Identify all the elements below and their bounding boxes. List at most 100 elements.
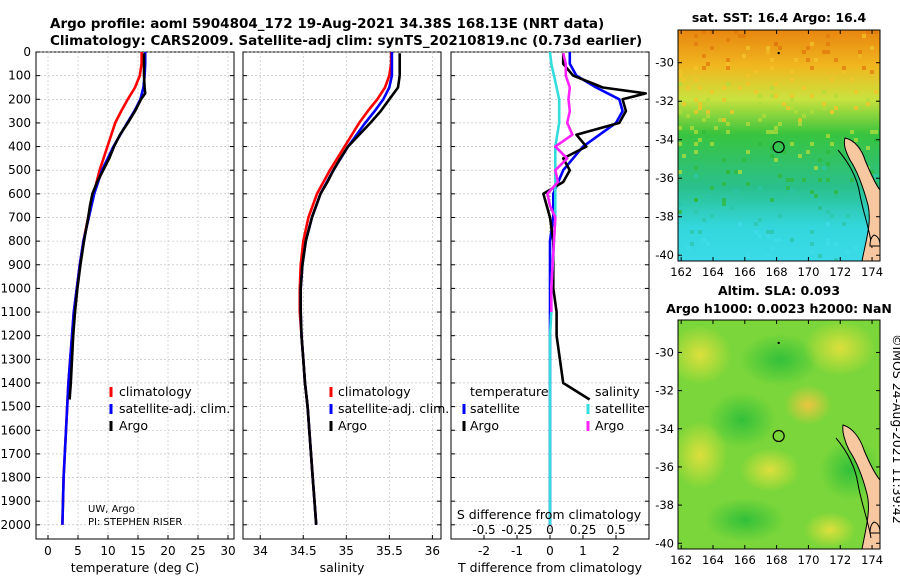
- sst-pixel: [738, 86, 742, 90]
- difference-legend: temperature satellite Argo salinity sate…: [462, 384, 645, 433]
- sst-pixel: [738, 170, 742, 174]
- s-tick-label: -0.25: [501, 523, 532, 537]
- sst-pixel: [726, 130, 730, 134]
- x-tick-label: 36: [425, 544, 440, 558]
- sst-pixel: [726, 102, 730, 106]
- sst-pixel: [710, 90, 714, 94]
- sst-pixel: [694, 174, 698, 178]
- sst-pixel: [754, 70, 758, 74]
- sst-pixel: [770, 198, 774, 202]
- sla-island: [869, 521, 880, 534]
- x-tick-label: 20: [160, 544, 175, 558]
- sst-pixel: [766, 46, 770, 50]
- sst-pixel: [830, 110, 834, 114]
- sst-pixel: [770, 66, 774, 70]
- y-tick-label: 1800: [0, 471, 31, 485]
- sst-map-title: sat. SST: 16.4 Argo: 16.4: [692, 10, 867, 25]
- sst-pixel: [678, 202, 682, 206]
- sst-pixel: [766, 130, 770, 134]
- sst-pixel: [738, 34, 742, 38]
- y-tick-label: 2000: [0, 518, 31, 532]
- sst-pixel: [758, 186, 762, 190]
- sst-pixel: [834, 258, 838, 261]
- sst-pixel: [858, 190, 862, 194]
- legend-title-temperature: temperature: [470, 384, 549, 399]
- sst-pixel: [862, 66, 866, 70]
- sst-pixel: [726, 62, 730, 66]
- x-tick-label: 2: [612, 544, 620, 558]
- sst-pixel: [834, 190, 838, 194]
- sst-pixel: [690, 126, 694, 130]
- sst-argo-dot: [777, 51, 780, 55]
- sst-pixel: [826, 50, 830, 54]
- series-line: [542, 53, 648, 401]
- sst-pixel: [866, 30, 870, 34]
- sst-pixel: [810, 230, 814, 234]
- sst-pixel: [718, 118, 722, 122]
- sst-pixel: [678, 210, 682, 214]
- x-tick-label: 5: [74, 544, 82, 558]
- y-tick-label: 200: [8, 92, 31, 106]
- sst-pixel: [746, 122, 750, 126]
- sst-pixel: [678, 170, 682, 174]
- sst-pixel: [702, 54, 706, 58]
- sst-pixel: [818, 254, 822, 258]
- s-tick-label: 0.25: [570, 523, 597, 537]
- map-y-tick-label: -36: [655, 460, 674, 474]
- legend-title-salinity: salinity: [595, 384, 640, 399]
- sst-pixel: [790, 78, 794, 82]
- sst-pixel: [698, 102, 702, 106]
- sla-blob: [705, 498, 785, 542]
- sst-pixel: [874, 130, 878, 134]
- sst-map-frame: [677, 29, 881, 262]
- sst-pixel: [790, 106, 794, 110]
- y-tick-label: 700: [8, 210, 31, 224]
- sst-pixel: [698, 138, 702, 142]
- sst-pixel: [726, 170, 730, 174]
- credit-line1: UW, Argo: [88, 504, 135, 515]
- x-tick-label: -1: [511, 544, 523, 558]
- sst-pixel: [758, 94, 762, 98]
- sla-coast-outline: [835, 437, 872, 539]
- map-y-tick-label: -36: [655, 171, 674, 185]
- sla-blob: [804, 512, 856, 548]
- sst-pixel: [854, 90, 858, 94]
- sst-pixel: [802, 50, 806, 54]
- sst-island: [869, 234, 880, 247]
- sst-pixel: [846, 214, 850, 218]
- t-difference-axis-label: T difference from climatology: [457, 560, 643, 575]
- map-x-tick-label: 162: [670, 265, 692, 279]
- x-tick-label: 25: [190, 544, 205, 558]
- sst-pixel: [786, 178, 790, 182]
- sst-pixel: [846, 250, 850, 254]
- sst-pixel: [702, 130, 706, 134]
- sst-pixel: [698, 86, 702, 90]
- sst-pixel: [770, 154, 774, 158]
- sst-pixel: [694, 130, 698, 134]
- sst-pixel: [706, 62, 710, 66]
- sst-pixel: [874, 174, 878, 178]
- sst-pixel: [682, 154, 686, 158]
- sst-pixel: [866, 146, 870, 150]
- sst-pixel: [810, 110, 814, 114]
- sst-pixel: [786, 186, 790, 190]
- map-x-tick-label: 166: [734, 553, 756, 567]
- sst-pixel: [722, 202, 726, 206]
- sst-pixel: [774, 94, 778, 98]
- sst-pixel: [854, 138, 858, 142]
- sst-pixel: [694, 142, 698, 146]
- sst-pixel: [814, 194, 818, 198]
- map-y-tick-label: -34: [655, 422, 674, 436]
- legend-label-temperature-satellite: satellite: [470, 401, 520, 416]
- sst-pixel: [818, 178, 822, 182]
- sst-pixel: [686, 246, 690, 250]
- sst-pixel: [722, 98, 726, 102]
- sst-pixel: [782, 150, 786, 154]
- sst-pixel: [826, 150, 830, 154]
- sst-pixel: [770, 86, 774, 90]
- sst-pixel: [770, 94, 774, 98]
- temperature-panel-frame: [35, 51, 235, 540]
- profile-series: [61, 51, 648, 525]
- sst-pixel: [702, 30, 706, 34]
- sst-argo-marker: [772, 140, 785, 154]
